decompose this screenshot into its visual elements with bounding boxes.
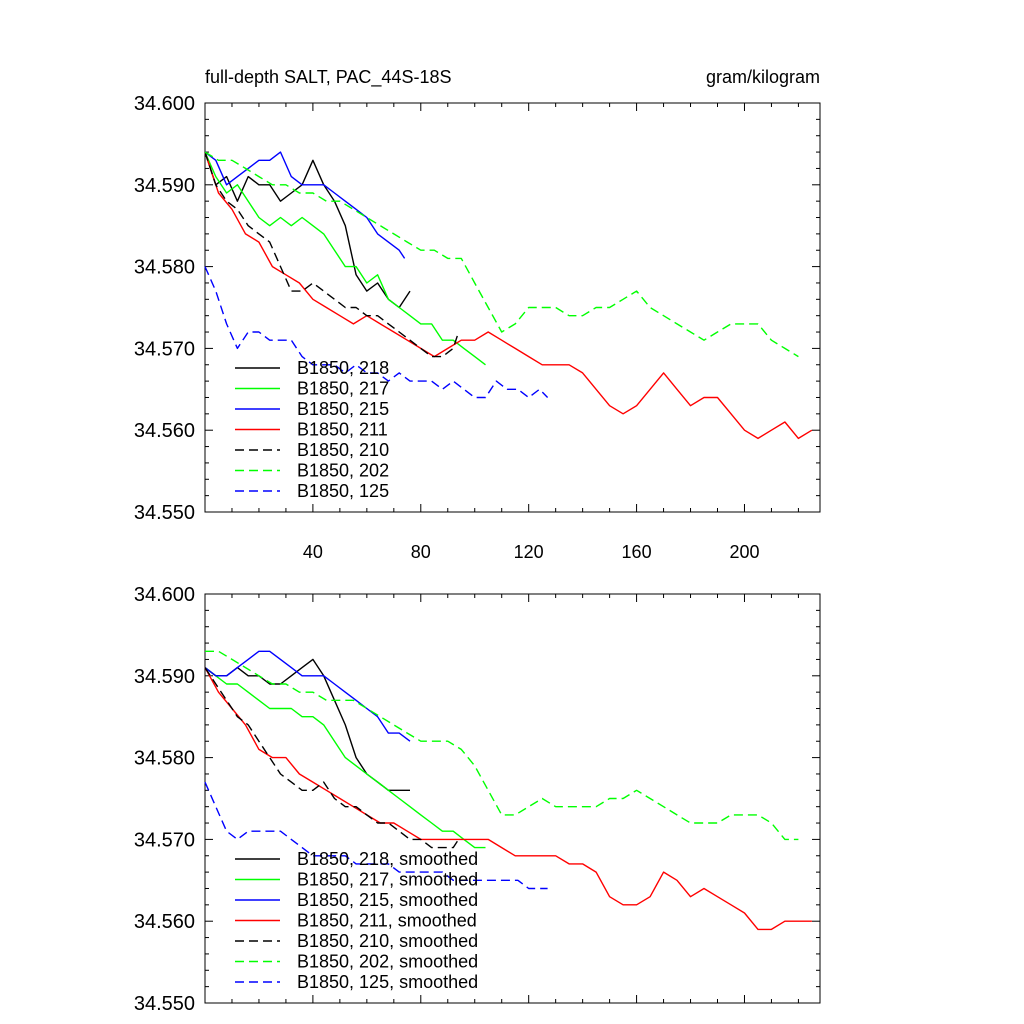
series-line [204, 667, 460, 849]
series-line [204, 151, 460, 358]
chart-title-right: gram/kilogram [706, 67, 820, 87]
x-tick-label: 80 [411, 542, 431, 562]
plot-frame [204, 593, 821, 1004]
series-line [204, 266, 549, 399]
chart-title-left: full-depth SALT, PAC_44S-18S [205, 67, 451, 88]
series-line [204, 151, 406, 259]
series-line [204, 658, 410, 791]
legend-label: B1850, 215, smoothed [297, 890, 478, 910]
legend-label: B1850, 211 [297, 420, 388, 440]
y-tick-label: 34.560 [134, 420, 195, 442]
y-tick-label: 34.570 [134, 338, 195, 360]
series-line [204, 667, 486, 849]
x-tick-label: 160 [622, 542, 652, 562]
y-tick-label: 34.590 [134, 175, 195, 197]
y-tick-label: 34.570 [134, 829, 195, 851]
legend-label: B1850, 218 [297, 358, 389, 378]
legend-label: B1850, 125 [297, 481, 389, 501]
y-tick-label: 34.550 [134, 502, 195, 524]
top-panel: full-depth SALT, PAC_44S-18S gram/kilogr… [134, 67, 821, 562]
y-tick-label: 34.580 [134, 748, 195, 770]
legend-label: B1850, 215 [297, 399, 389, 419]
legend-label: B1850, 217 [297, 379, 389, 399]
legend-label: B1850, 217, smoothed [297, 870, 478, 890]
legend-label: B1850, 202 [297, 461, 389, 481]
series-line [204, 151, 813, 440]
series-line [205, 650, 799, 841]
series-line [204, 781, 548, 890]
x-tick-label: 200 [729, 542, 759, 562]
x-tick-label: 120 [514, 542, 544, 562]
legend-label: B1850, 202, smoothed [297, 952, 478, 972]
y-tick-label: 34.600 [134, 93, 195, 115]
y-tick-label: 34.550 [134, 993, 195, 1015]
legend-label: B1850, 210, smoothed [297, 931, 478, 951]
y-tick-label: 34.590 [134, 666, 195, 688]
legend-label: B1850, 218, smoothed [297, 849, 478, 869]
series-line [204, 151, 486, 366]
bottom-panel: 34.600 34.590 34.580 34.570 34.560 34.550 B185… [134, 584, 821, 1015]
series-line [204, 667, 812, 931]
series-line [204, 650, 411, 742]
x-tick-label: 40 [303, 542, 323, 562]
series-line [204, 151, 799, 358]
y-tick-label: 34.600 [134, 584, 195, 606]
y-tick-label: 34.560 [134, 911, 195, 933]
y-tick-label: 34.580 [134, 257, 195, 279]
legend-label: B1850, 211, smoothed [297, 911, 477, 931]
legend-label: B1850, 210 [297, 440, 389, 460]
legend-label: B1850, 125, smoothed [297, 972, 478, 992]
series-line [204, 151, 411, 309]
plot-frame [204, 102, 821, 513]
